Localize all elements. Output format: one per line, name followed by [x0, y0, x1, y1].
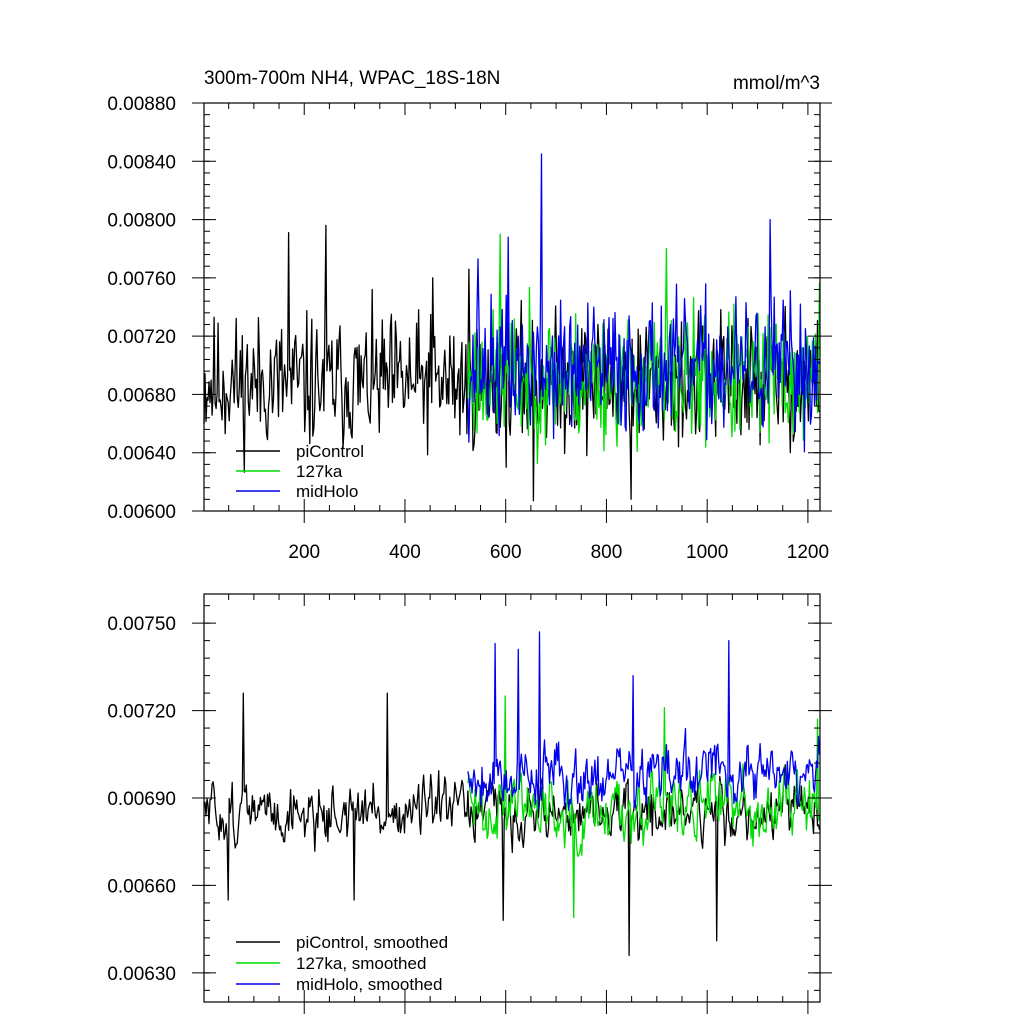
series-line-bottom-1 [467, 695, 821, 919]
y-tick-label: 0.00880 [107, 94, 176, 115]
legend-label-2: midHolo, smoothed [296, 975, 442, 994]
x-tick-label: 1000 [686, 542, 728, 563]
top-plot-frame [203, 102, 821, 512]
y-tick-label: 0.00660 [107, 876, 176, 897]
top-series-group [203, 153, 821, 502]
y-tick-label: 0.00720 [107, 327, 176, 348]
legend-label-2: midHolo [296, 482, 358, 501]
legend-label-0: piControl [296, 442, 364, 461]
top-units: mmol/m^3 [733, 73, 820, 94]
y-tick-label: 0.00750 [107, 614, 176, 635]
bottom-plot-frame [203, 593, 821, 1003]
x-tick-label: 200 [288, 542, 320, 563]
bottom-series-group [203, 631, 821, 957]
y-tick-label: 0.00840 [107, 152, 176, 173]
y-tick-label: 0.00640 [107, 444, 176, 465]
y-tick-label: 0.00690 [107, 789, 176, 810]
y-tick-label: 0.00760 [107, 269, 176, 290]
panel-top: 300m-700m NH4, WPAC_18S-18N mmol/m^3 200… [107, 68, 832, 563]
x-tick-label: 800 [591, 542, 623, 563]
x-tick-label: 600 [490, 542, 522, 563]
y-tick-label: 0.00630 [107, 964, 176, 985]
x-tick-label: 400 [389, 542, 421, 563]
y-tick-label: 0.00600 [107, 502, 176, 523]
y-tick-label: 0.00720 [107, 702, 176, 723]
bottom-legend: piControl, smoothed 127ka, smoothed midHol… [236, 933, 448, 994]
top-ticks: 200 400 600 800 1000 1200 0.00600 0.00640 0.0068… [107, 94, 832, 563]
series-line-bottom-0 [203, 692, 821, 957]
series-line-top-2 [467, 153, 821, 453]
y-tick-label: 0.00800 [107, 211, 176, 232]
legend-label-1: 127ka [296, 462, 343, 481]
legend-label-1: 127ka, smoothed [296, 954, 426, 973]
x-tick-label: 1200 [787, 542, 829, 563]
bottom-ticks: 0.00630 0.00660 0.00690 0.00720 0.00750 [107, 594, 832, 1014]
top-title: 300m-700m NH4, WPAC_18S-18N [204, 68, 500, 89]
legend-label-0: piControl, smoothed [296, 933, 448, 952]
y-tick-label: 0.00680 [107, 385, 176, 406]
panel-bottom: 0.00630 0.00660 0.00690 0.00720 0.00750 piCo… [107, 593, 832, 1014]
series-line-bottom-2 [467, 631, 821, 811]
